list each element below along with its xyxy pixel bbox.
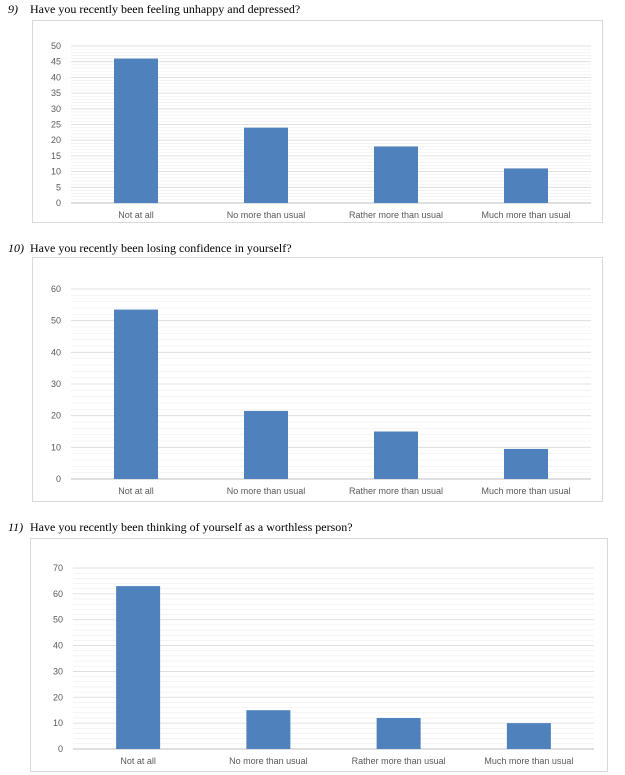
x-tick-label: No more than usual <box>227 486 306 496</box>
question-text: Have you recently been feeling unhappy a… <box>30 2 301 16</box>
y-tick-label: 50 <box>51 41 61 51</box>
x-tick-label: No more than usual <box>227 210 306 220</box>
x-tick-label: Rather more than usual <box>352 756 446 766</box>
x-tick-label: Much more than usual <box>484 756 573 766</box>
chart-q11: 0 10 20 30 40 50 60 70 Not at all No more than us… <box>30 538 608 772</box>
y-tick-label: 10 <box>51 442 61 452</box>
bar <box>504 168 548 203</box>
bar-chart-q11: 0 10 20 30 40 50 60 70 Not at all No more than us… <box>53 563 594 766</box>
x-tick-label: Much more than usual <box>481 210 570 220</box>
y-tick-label: 15 <box>51 151 61 161</box>
y-tick-label: 20 <box>53 692 63 702</box>
y-tick-label: 20 <box>51 411 61 421</box>
x-tick-label: Rather more than usual <box>349 486 443 496</box>
question-text: Have you recently been thinking of yours… <box>30 520 353 534</box>
bar <box>504 448 548 479</box>
bar <box>244 410 288 479</box>
bar <box>246 710 291 749</box>
bar <box>114 58 158 204</box>
question-11: 11) Have you recently been thinking of yo… <box>8 520 353 535</box>
x-tick-label: Rather more than usual <box>349 210 443 220</box>
y-tick-label: 0 <box>58 744 63 754</box>
chart-q9: 0 5 10 15 20 25 30 35 40 45 50 Not at all No more th… <box>32 20 603 223</box>
y-tick-label: 40 <box>53 641 63 651</box>
y-tick-label: 60 <box>51 284 61 294</box>
x-tick-label: Much more than usual <box>481 486 570 496</box>
chart-q10: 0 10 20 30 40 50 60 Not at all No more than usua… <box>32 257 603 502</box>
y-tick-label: 30 <box>51 379 61 389</box>
y-tick-label: 45 <box>51 57 61 67</box>
bar <box>374 431 418 479</box>
y-tick-label: 50 <box>51 316 61 326</box>
y-tick-label: 40 <box>51 347 61 357</box>
y-tick-label: 30 <box>51 104 61 114</box>
y-tick-label: 50 <box>53 615 63 625</box>
y-tick-label: 0 <box>56 198 61 208</box>
y-tick-label: 30 <box>53 666 63 676</box>
y-tick-label: 10 <box>51 167 61 177</box>
y-tick-label: 0 <box>56 474 61 484</box>
bar <box>374 146 418 203</box>
bar <box>116 586 161 749</box>
bar <box>114 309 158 479</box>
bar <box>506 723 551 749</box>
bar <box>376 717 421 749</box>
question-text: Have you recently been losing confidence… <box>30 241 292 255</box>
question-number: 10) <box>8 241 24 255</box>
y-tick-label: 60 <box>53 589 63 599</box>
y-tick-label: 5 <box>56 182 61 192</box>
y-tick-label: 35 <box>51 88 61 98</box>
y-tick-label: 40 <box>51 72 61 82</box>
bar <box>244 127 288 203</box>
y-tick-label: 70 <box>53 563 63 573</box>
y-tick-label: 20 <box>51 135 61 145</box>
bar-chart-q9: 0 5 10 15 20 25 30 35 40 45 50 Not at all No more th… <box>51 41 591 220</box>
y-tick-label: 25 <box>51 120 61 130</box>
question-10: 10) Have you recently been losing confide… <box>8 241 292 256</box>
question-number: 11) <box>8 520 24 534</box>
bar-chart-q10: 0 10 20 30 40 50 60 Not at all No more than usua… <box>51 284 591 496</box>
x-tick-label: Not at all <box>118 210 154 220</box>
x-tick-label: No more than usual <box>229 756 308 766</box>
question-9: 9) Have you recently been feeling unhappy… <box>8 2 300 17</box>
x-tick-label: Not at all <box>118 486 154 496</box>
y-tick-label: 10 <box>53 718 63 728</box>
question-number: 9) <box>8 2 18 16</box>
x-tick-label: Not at all <box>120 756 156 766</box>
